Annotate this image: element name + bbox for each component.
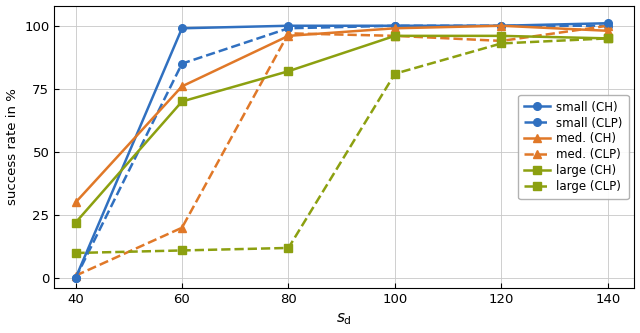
small (CLP) xyxy=(285,26,292,30)
Line: large (CLP): large (CLP) xyxy=(72,35,612,257)
med. (CH) xyxy=(72,200,79,204)
X-axis label: $s_\mathrm{d}$: $s_\mathrm{d}$ xyxy=(337,312,352,327)
small (CH) xyxy=(72,276,79,280)
med. (CLP) xyxy=(391,34,399,38)
large (CLP) xyxy=(391,72,399,76)
Y-axis label: success rate in %: success rate in % xyxy=(6,89,19,205)
small (CH) xyxy=(604,21,612,25)
small (CH) xyxy=(497,24,505,28)
med. (CLP) xyxy=(604,24,612,28)
med. (CH) xyxy=(497,24,505,28)
small (CLP) xyxy=(72,276,79,280)
small (CH) xyxy=(285,24,292,28)
small (CLP) xyxy=(497,24,505,28)
med. (CLP) xyxy=(497,39,505,43)
Line: med. (CH): med. (CH) xyxy=(72,22,612,206)
small (CLP) xyxy=(391,24,399,28)
med. (CH) xyxy=(285,34,292,38)
med. (CH) xyxy=(604,29,612,33)
Line: small (CH): small (CH) xyxy=(72,19,612,282)
med. (CLP) xyxy=(72,274,79,278)
large (CH) xyxy=(391,34,399,38)
large (CLP) xyxy=(285,246,292,250)
large (CLP) xyxy=(72,251,79,255)
large (CLP) xyxy=(604,36,612,40)
med. (CH) xyxy=(178,84,186,88)
small (CH) xyxy=(178,26,186,30)
Line: small (CLP): small (CLP) xyxy=(72,22,612,282)
Legend: small (CH), small (CLP), med. (CH), med. (CLP), large (CH), large (CLP): small (CH), small (CLP), med. (CH), med.… xyxy=(518,95,628,199)
small (CLP) xyxy=(604,24,612,28)
large (CH) xyxy=(285,69,292,73)
large (CH) xyxy=(178,100,186,104)
med. (CH) xyxy=(391,26,399,30)
med. (CLP) xyxy=(285,31,292,35)
med. (CLP) xyxy=(178,226,186,230)
large (CLP) xyxy=(497,41,505,45)
large (CH) xyxy=(604,36,612,40)
large (CH) xyxy=(497,34,505,38)
small (CLP) xyxy=(178,62,186,66)
Line: med. (CLP): med. (CLP) xyxy=(72,22,612,279)
Line: large (CH): large (CH) xyxy=(72,32,612,226)
small (CH) xyxy=(391,24,399,28)
large (CH) xyxy=(72,221,79,225)
large (CLP) xyxy=(178,248,186,252)
